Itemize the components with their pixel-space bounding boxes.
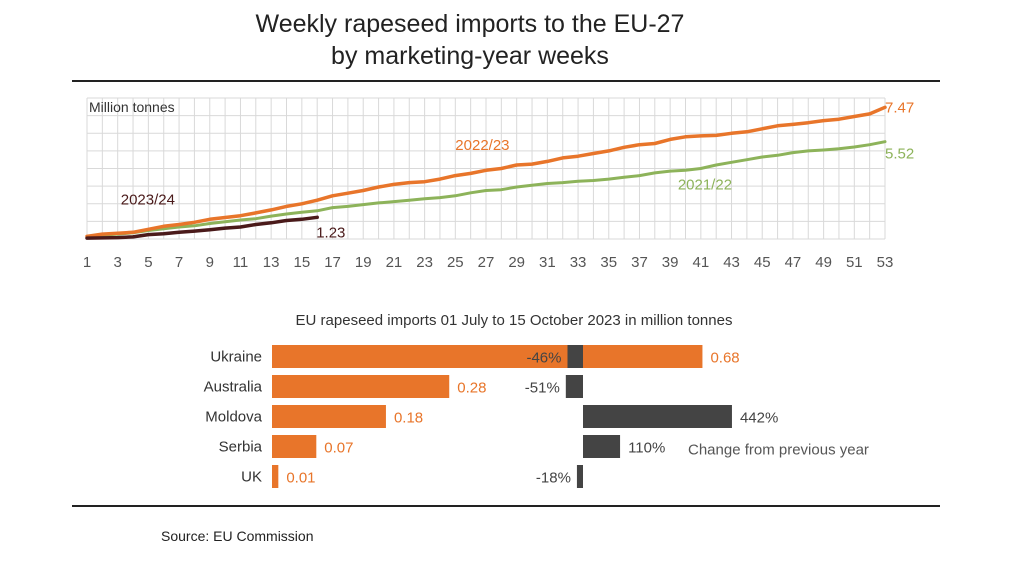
x-tick-label: 47	[785, 254, 802, 271]
bottom-rule	[72, 505, 940, 507]
bar-chart: EU rapeseed imports 01 July to 15 Octobe…	[204, 312, 869, 488]
x-tick-label: 21	[386, 254, 403, 271]
category-label: Moldova	[205, 409, 262, 426]
import-bar	[272, 465, 279, 488]
x-tick-label: 3	[114, 254, 122, 271]
x-tick-label: 23	[416, 254, 433, 271]
change-bar	[565, 375, 583, 398]
x-tick-label: 29	[508, 254, 525, 271]
x-tick-label: 35	[600, 254, 617, 271]
category-label: UK	[241, 469, 262, 486]
top-rule	[72, 80, 940, 82]
change-value-label: 442%	[740, 410, 778, 427]
series-label-2022-23: 2022/23	[455, 137, 509, 154]
x-tick-label: 13	[263, 254, 280, 271]
category-label: Ukraine	[210, 349, 262, 366]
y-axis-title: Million tonnes	[89, 99, 175, 115]
x-tick-label: 5	[144, 254, 152, 271]
change-legend-label: Change from previous year	[688, 442, 869, 459]
x-tick-label: 15	[294, 254, 311, 271]
change-value-label: -18%	[536, 470, 571, 487]
change-bar	[576, 465, 583, 488]
import-bar	[272, 435, 317, 458]
import-bar	[272, 375, 450, 398]
import-value-label: 0.28	[457, 380, 486, 397]
change-bar	[567, 345, 583, 368]
import-value-label: 0.18	[394, 410, 423, 427]
series-line-2021-22	[85, 140, 887, 239]
x-tick-label: 49	[815, 254, 832, 271]
import-value-label: 0.01	[286, 470, 315, 487]
x-tick-label: 27	[478, 254, 495, 271]
import-value-label: 0.68	[710, 350, 739, 367]
change-bar	[583, 405, 732, 428]
x-tick-label: 19	[355, 254, 372, 271]
end-label-2022-23: 7.47	[885, 99, 914, 116]
chart-title: Weekly rapeseed imports to the EU-27 by …	[170, 8, 770, 72]
import-bar	[272, 405, 386, 428]
series-label-2023-24: 2023/24	[121, 192, 175, 209]
import-bar	[272, 345, 703, 368]
series-line-2023-24	[85, 215, 319, 240]
x-tick-label: 53	[877, 254, 894, 271]
series-line-2022-23	[85, 105, 887, 239]
x-tick-label: 43	[723, 254, 740, 271]
x-tick-label: 7	[175, 254, 183, 271]
x-tick-label: 31	[539, 254, 556, 271]
import-value-label: 0.07	[324, 440, 353, 457]
x-tick-label: 45	[754, 254, 771, 271]
x-tick-label: 17	[324, 254, 341, 271]
change-value-label: 110%	[628, 440, 665, 457]
category-label: Australia	[204, 379, 263, 396]
x-tick-label: 39	[662, 254, 679, 271]
chart-title-line1: Weekly rapeseed imports to the EU-27	[255, 10, 685, 38]
end-label-2021-22: 5.52	[885, 146, 914, 163]
x-tick-label: 11	[233, 254, 249, 271]
change-value-label: -51%	[525, 380, 560, 397]
x-tick-label: 37	[631, 254, 648, 271]
chart-title-line2: by marketing-year weeks	[331, 42, 609, 70]
change-bar	[583, 435, 621, 458]
change-value-label: -46%	[526, 350, 561, 367]
series-label-2021-22: 2021/22	[678, 177, 732, 194]
x-tick-label: 51	[846, 254, 863, 271]
x-tick-label: 25	[447, 254, 464, 271]
x-tick-label: 1	[83, 254, 91, 271]
category-label: Serbia	[219, 439, 263, 456]
bar-chart-title: EU rapeseed imports 01 July to 15 Octobe…	[296, 312, 733, 329]
end-label-2023-24: 1.23	[316, 224, 345, 241]
x-tick-label: 41	[693, 254, 710, 271]
source-note: Source: EU Commission	[161, 528, 314, 544]
x-tick-label: 9	[206, 254, 214, 271]
x-tick-label: 33	[570, 254, 587, 271]
